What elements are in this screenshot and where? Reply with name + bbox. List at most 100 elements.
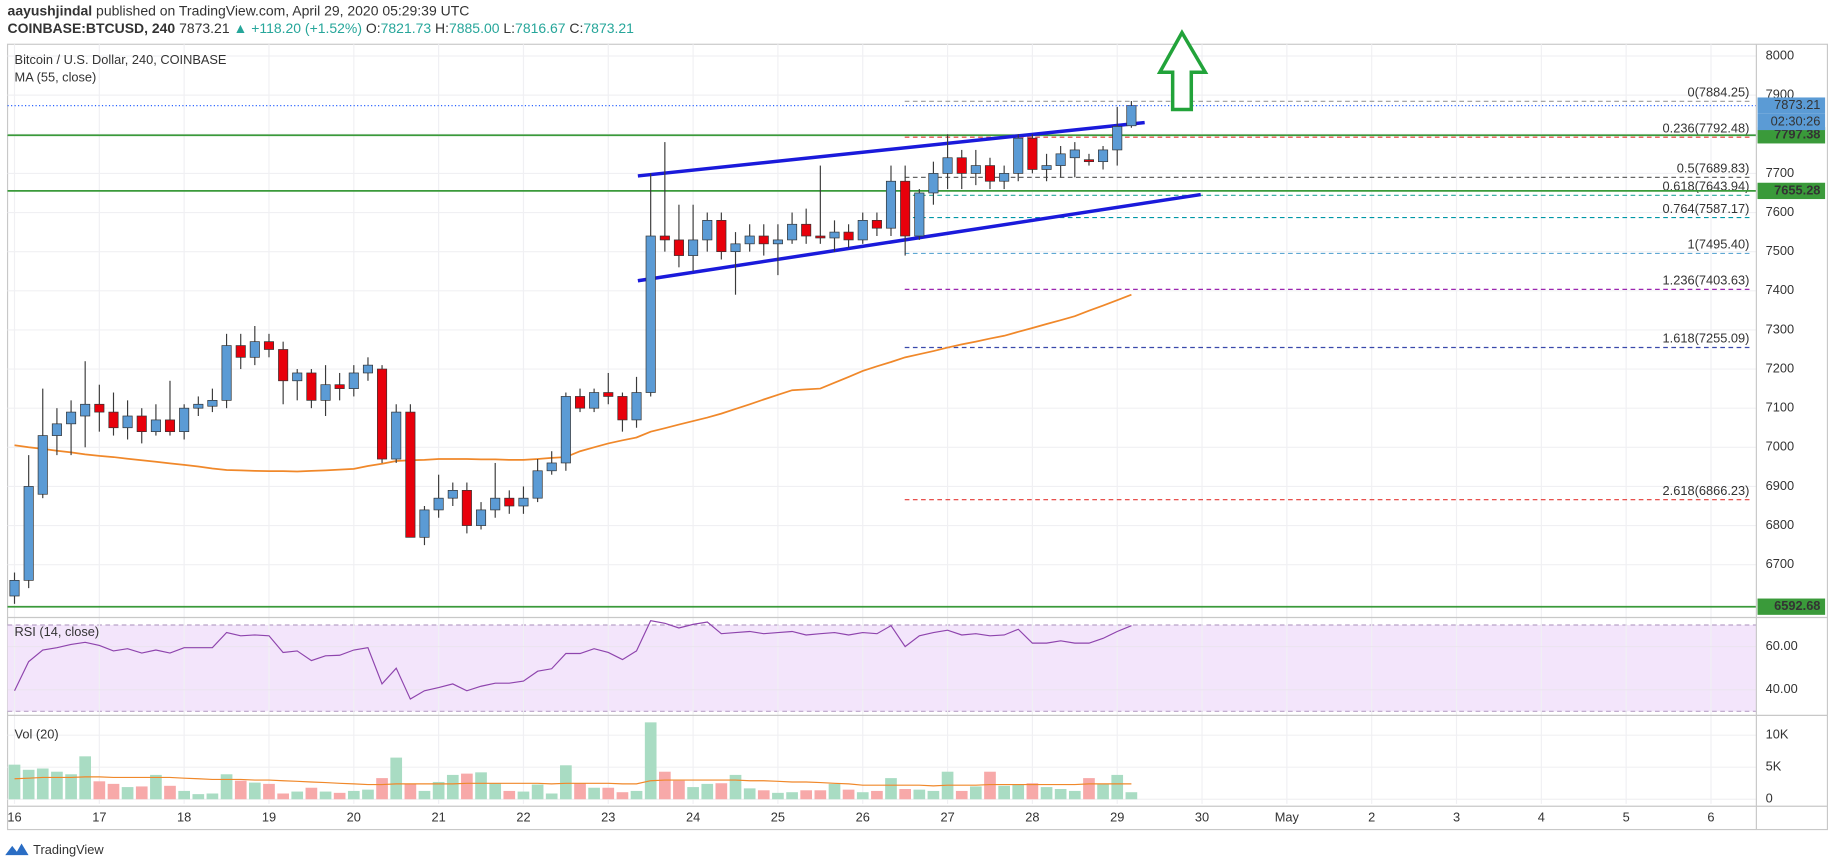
volume-bar [404, 783, 417, 800]
open: 7821.73 [381, 20, 432, 36]
volume-bar [602, 787, 615, 800]
price-label: 6592.68 [1774, 598, 1820, 613]
countdown: 02:30:26 [1771, 113, 1821, 128]
volume-bar [8, 764, 21, 800]
volume-bar [390, 757, 403, 800]
candle-body [744, 235, 755, 245]
candle-body [928, 173, 939, 194]
o-label: O: [366, 20, 381, 36]
volume-bar [630, 790, 643, 800]
volume-bar [248, 782, 261, 800]
price-label-box [1757, 127, 1826, 144]
y-tick-label: 6700 [1766, 556, 1794, 571]
candle-body [857, 220, 868, 241]
candle-body [659, 235, 670, 241]
volume-bar [206, 793, 219, 800]
x-tick-label: 29 [1110, 809, 1124, 824]
x-tick-label: May [1275, 809, 1300, 824]
x-tick-label: 4 [1538, 809, 1545, 824]
volume-bar [319, 791, 332, 800]
candle-body [263, 341, 275, 350]
volume-bar [588, 787, 600, 800]
countdown-box [1757, 113, 1826, 131]
x-tick-label: 27 [940, 809, 954, 824]
candle-body [419, 509, 430, 538]
volume-bar [291, 791, 304, 800]
candle-body [631, 392, 642, 421]
volume-bar [461, 773, 473, 800]
candle-body [1013, 137, 1024, 174]
y-tick-label: 7400 [1766, 282, 1794, 297]
candle-body [730, 243, 741, 253]
candle-body [221, 345, 232, 401]
brand: TradingView [33, 842, 104, 857]
volume-bar [1054, 789, 1067, 800]
candle-body [9, 579, 20, 597]
candle-body [772, 239, 783, 245]
x-tick-label: 22 [516, 809, 530, 824]
chart-title: Bitcoin / U.S. Dollar, 240, COINBASE [15, 52, 227, 67]
x-tick-label: 21 [432, 809, 446, 824]
price-label-box [1757, 182, 1826, 200]
volume-bar [347, 790, 360, 800]
x-tick-label: 25 [771, 809, 785, 824]
volume-bar [673, 780, 685, 800]
volume-bar [1083, 778, 1095, 800]
candle-body [1126, 105, 1137, 127]
rsi-tick-label: 40.00 [1766, 681, 1798, 696]
up-arrow [1156, 29, 1209, 112]
candle-body [108, 411, 119, 429]
candle-body [871, 220, 882, 229]
x-tick-label: 17 [92, 809, 106, 824]
header-line: aayushjindal published on TradingView.co… [8, 2, 470, 18]
volume-bar [263, 783, 275, 800]
volume-bar [701, 783, 714, 800]
volume-bar [220, 774, 233, 800]
candle-body [476, 509, 487, 526]
volume-bar [616, 792, 629, 800]
x-tick-label: 5 [1623, 809, 1630, 824]
volume-bar [1125, 792, 1138, 800]
candle-body [518, 497, 529, 507]
fib-label: 1(7495.40) [1687, 237, 1749, 252]
published: published on TradingView.com, April 29, … [96, 2, 469, 18]
volume-bar [984, 771, 996, 800]
volume-bar [885, 778, 897, 800]
candle-body [546, 462, 557, 472]
rsi-tick-label: 60.00 [1766, 638, 1798, 653]
candle-body [278, 349, 289, 382]
x-tick-label: 6 [1707, 809, 1714, 824]
candle-body [673, 239, 684, 256]
y-tick-label: 7700 [1766, 165, 1794, 180]
volume-bar [192, 794, 205, 800]
candle-body [348, 372, 359, 389]
volume-bar [432, 781, 445, 800]
candle-body [1083, 159, 1094, 163]
volume-bar [772, 792, 784, 800]
y-tick-label: 7200 [1766, 360, 1794, 375]
candle-body [1027, 137, 1038, 170]
volume-bar [517, 791, 530, 800]
volume-bar [277, 793, 289, 800]
c-label: C: [569, 20, 583, 36]
close: 7873.21 [583, 20, 634, 36]
price-label: 7655.28 [1774, 182, 1820, 197]
candle-body [942, 157, 953, 174]
volume-bar [786, 792, 798, 800]
y-tick-label: 7600 [1766, 204, 1794, 219]
candle-body [334, 384, 345, 389]
fib-label: 0(7884.25) [1687, 85, 1749, 100]
candle-body [433, 497, 444, 511]
volume-bar [856, 792, 869, 800]
candle-body [23, 486, 34, 581]
high: 7885.00 [449, 20, 500, 36]
candle-body [377, 368, 388, 460]
candle-body [249, 341, 260, 358]
volume-bar [36, 768, 49, 800]
volume-ma [14, 776, 1132, 787]
candle-body [702, 220, 713, 241]
volume-bar [51, 771, 63, 800]
volume-bar [574, 783, 586, 800]
